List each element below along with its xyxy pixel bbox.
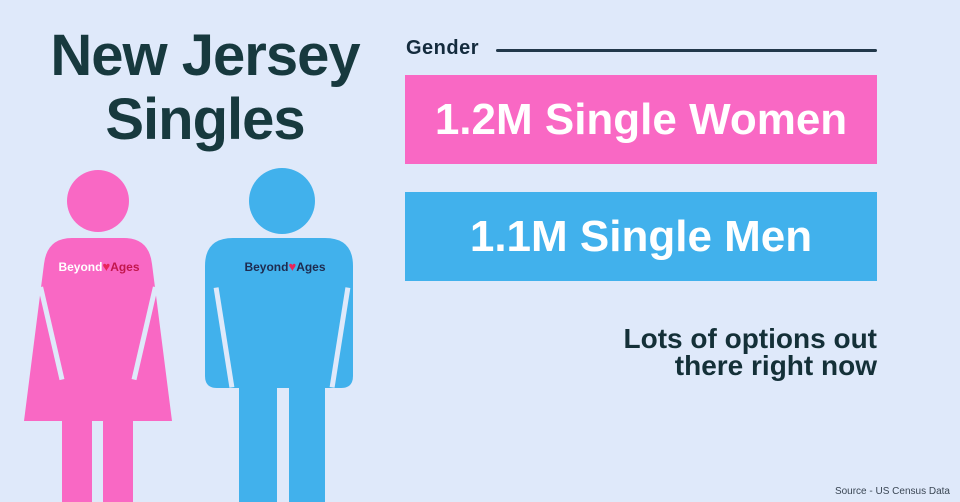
brand-logo-word2: Ages (110, 260, 140, 274)
title-line-1: New Jersey (50, 23, 360, 88)
gender-section-label: Gender (406, 37, 480, 59)
brand-logo-on-man: Beyond♥Ages (243, 259, 327, 274)
tagline-line-1: Lots of options out (623, 323, 878, 354)
heart-icon: ♥ (288, 259, 297, 274)
title-line-2: Singles (105, 87, 305, 152)
source-credit: Source - US Census Data (834, 486, 950, 497)
gender-divider-line (496, 49, 877, 52)
brand-logo-word2: Ages (296, 260, 326, 274)
stat-label-single-women: 1.2M Single Women (434, 94, 848, 144)
stat-label-single-men: 1.1M Single Men (469, 211, 813, 261)
tagline: Lots of options out there right now (623, 323, 878, 381)
stat-banner-single-women: 1.2M Single Women (405, 75, 877, 164)
brand-logo-word1: Beyond (244, 260, 289, 274)
page-title: New Jersey Singles (10, 24, 400, 152)
man-figure-icon (205, 168, 353, 502)
brand-logo-word1: Beyond (58, 260, 103, 274)
brand-logo-on-woman: Beyond♥Ages (57, 259, 141, 274)
tagline-line-2: there right now (674, 350, 877, 381)
woman-figure-icon (24, 170, 172, 502)
stat-banner-single-men: 1.1M Single Men (405, 192, 877, 281)
heart-icon: ♥ (102, 259, 111, 274)
